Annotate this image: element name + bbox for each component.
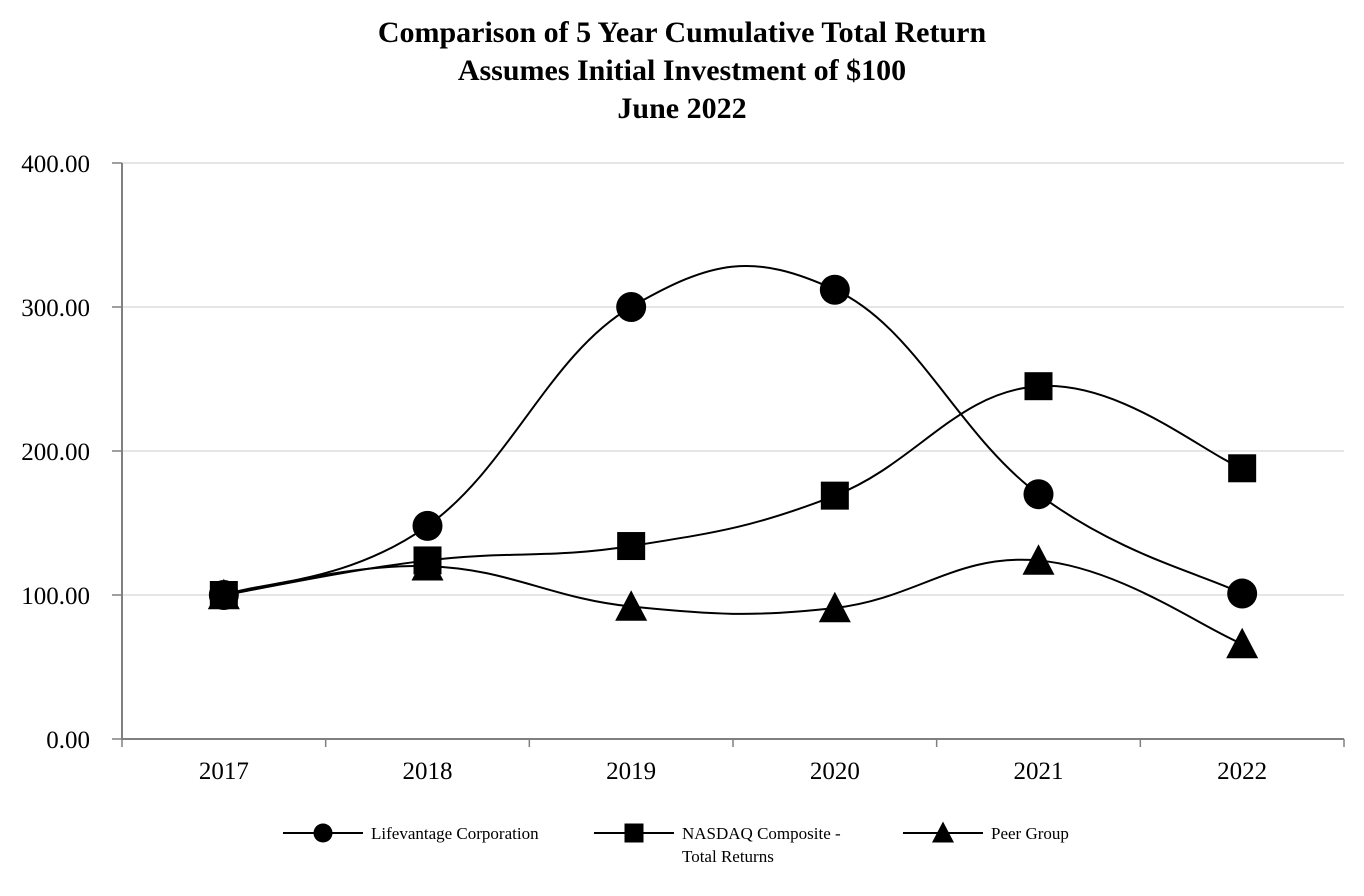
legend-circle-icon	[313, 823, 333, 843]
chart-title-line-3: June 2022	[617, 92, 746, 125]
y-axis-tick-label: 0.00	[46, 727, 90, 754]
data-point-triangle	[818, 591, 851, 623]
legend-item: Lifevantage Corporation	[283, 823, 539, 843]
x-axis-tick-label: 2022	[1217, 758, 1267, 785]
x-axis-tick-label: 2021	[1014, 758, 1064, 785]
x-axis-tick-label: 2019	[606, 758, 656, 785]
legend-label: Total Returns	[682, 847, 774, 866]
data-point-square	[617, 532, 646, 561]
chart-title-line-1: Comparison of 5 Year Cumulative Total Re…	[378, 16, 987, 49]
data-point-circle	[208, 580, 239, 610]
legend-label: Peer Group	[991, 824, 1069, 843]
grid-lines	[122, 162, 1344, 596]
data-point-triangle	[615, 590, 648, 621]
data-point-triangle	[1226, 627, 1259, 659]
chart-title: Comparison of 5 Year Cumulative Total Re…	[378, 16, 987, 125]
chart-title-line-2: Assumes Initial Investment of $100	[458, 54, 906, 87]
data-point-triangle	[1022, 544, 1055, 575]
y-axis-tick-label: 200.00	[21, 439, 90, 466]
data-point-circle	[412, 510, 443, 541]
legend: Lifevantage Corporation NASDAQ Composite …	[283, 821, 1069, 866]
data-point-circle	[1023, 479, 1054, 510]
data-point-square	[820, 481, 849, 510]
series-line-square	[223, 385, 1243, 596]
y-axis-tick-label: 400.00	[21, 151, 90, 178]
legend-triangle-icon	[932, 821, 954, 843]
x-axis-tick-label: 2020	[810, 758, 860, 785]
data-point-circle	[616, 292, 647, 322]
x-axis-tick-labels: 2017 2018 2019 2020 2021 2022	[199, 758, 1267, 785]
y-axis-tick-labels: 0.00 100.00 200.00 300.00 400.00	[21, 151, 90, 754]
x-axis-tick-label: 2017	[199, 758, 249, 785]
y-axis-tick-label: 100.00	[21, 583, 90, 610]
y-axis-tick-label: 300.00	[21, 295, 90, 322]
legend-label: Lifevantage Corporation	[371, 824, 539, 843]
series-line-circle	[223, 264, 1243, 596]
x-axis-tick-label: 2018	[403, 758, 453, 785]
data-point-circle	[1227, 578, 1258, 609]
legend-item: NASDAQ Composite - Total Returns	[594, 823, 841, 866]
legend-square-icon	[624, 823, 644, 843]
series-markers	[207, 274, 1259, 659]
axes	[112, 162, 1345, 747]
data-point-square	[413, 546, 442, 575]
data-point-square	[1024, 372, 1053, 401]
data-point-square	[1228, 454, 1257, 483]
legend-item: Peer Group	[903, 821, 1069, 843]
legend-label: NASDAQ Composite -	[682, 824, 841, 843]
series-line-triangle	[223, 558, 1243, 645]
data-point-circle	[819, 274, 850, 305]
series-lines	[223, 264, 1243, 645]
